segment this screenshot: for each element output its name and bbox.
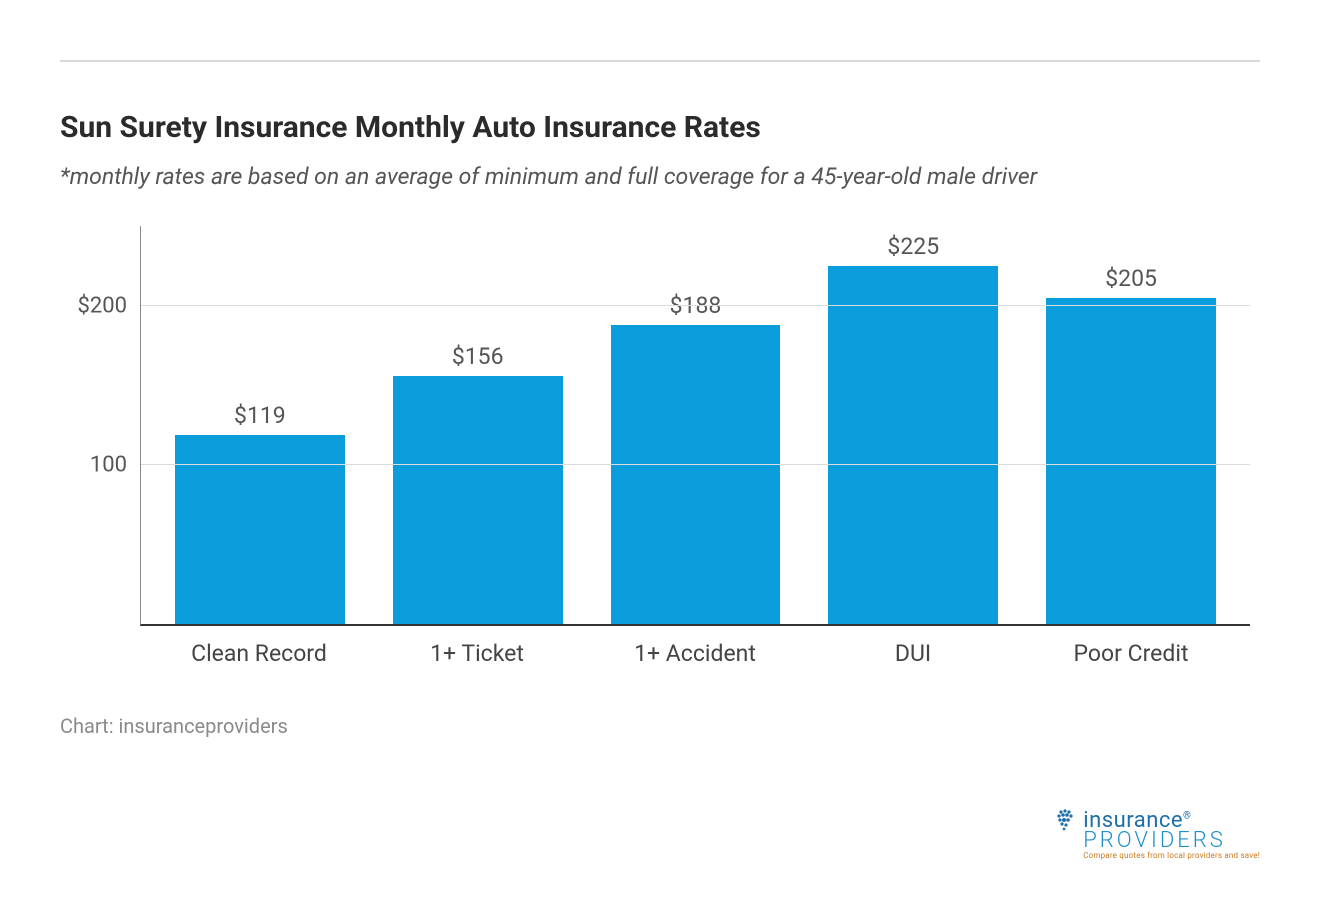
bar <box>393 376 563 624</box>
bar-value-label: $225 <box>887 233 939 260</box>
x-tick-label: DUI <box>804 626 1022 686</box>
chart-title: Sun Surety Insurance Monthly Auto Insura… <box>60 110 1260 145</box>
bar-chart: $119 $156 $188 $225 $205 100 $200 Clean Recor… <box>70 226 1250 686</box>
x-tick-label: 1+ Ticket <box>368 626 586 686</box>
brand-logo: insurance® PROVIDERS Compare quotes from… <box>1055 810 1260 860</box>
bar-slot: $205 <box>1022 226 1240 624</box>
plot-area: $119$156$188$225$205 100$200 <box>140 226 1250 626</box>
bar <box>611 325 781 624</box>
logo-tagline: Compare quotes from local providers and … <box>1055 852 1260 860</box>
chart-source: Chart: insuranceproviders <box>60 714 1260 738</box>
gridline <box>141 305 1250 306</box>
bar-value-label: $205 <box>1105 265 1157 292</box>
bar-value-label: $156 <box>452 343 504 370</box>
y-tick-label: 100 <box>90 452 141 477</box>
logo-line2: PROVIDERS <box>1055 830 1260 852</box>
gridline <box>141 464 1250 465</box>
bar-slot: $225 <box>804 226 1022 624</box>
x-tick-label: Poor Credit <box>1022 626 1240 686</box>
bar-slot: $156 <box>369 226 587 624</box>
bar-value-label: $119 <box>234 402 286 429</box>
x-tick-label: 1+ Accident <box>586 626 804 686</box>
logo-text-1: insurance <box>1083 808 1183 833</box>
y-tick-label: $200 <box>78 293 141 318</box>
logo-dots-icon <box>1055 808 1079 832</box>
bar <box>1046 298 1216 624</box>
chart-subtitle: *monthly rates are based on an average o… <box>60 163 1260 190</box>
x-axis-labels: Clean Record1+ Ticket1+ AccidentDUIPoor … <box>140 626 1250 686</box>
bar <box>828 266 998 624</box>
registered-icon: ® <box>1183 811 1191 822</box>
divider <box>60 60 1260 62</box>
bar-slot: $188 <box>587 226 805 624</box>
bar-slot: $119 <box>151 226 369 624</box>
logo-line1: insurance® <box>1055 810 1260 832</box>
x-tick-label: Clean Record <box>150 626 368 686</box>
bars-container: $119 $156 $188 $225 $205 <box>141 226 1250 624</box>
